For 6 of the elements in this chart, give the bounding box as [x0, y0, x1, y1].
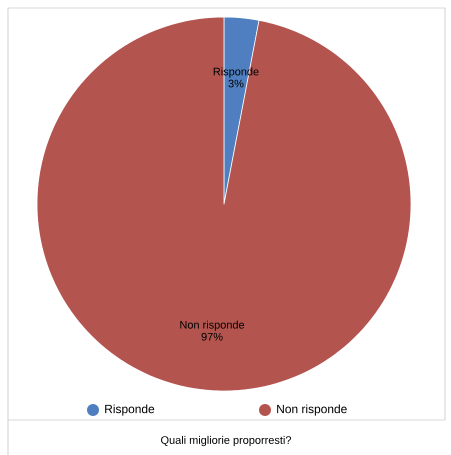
data-label: 97% [202, 332, 223, 341]
slice-label: Non risponde [180, 320, 244, 331]
data-label: 3% [228, 80, 244, 88]
slice-label: Non risponde [277, 404, 347, 416]
legend-label: Risponde [105, 404, 154, 416]
text: Quali migliorie proporresti? [161, 436, 292, 446]
